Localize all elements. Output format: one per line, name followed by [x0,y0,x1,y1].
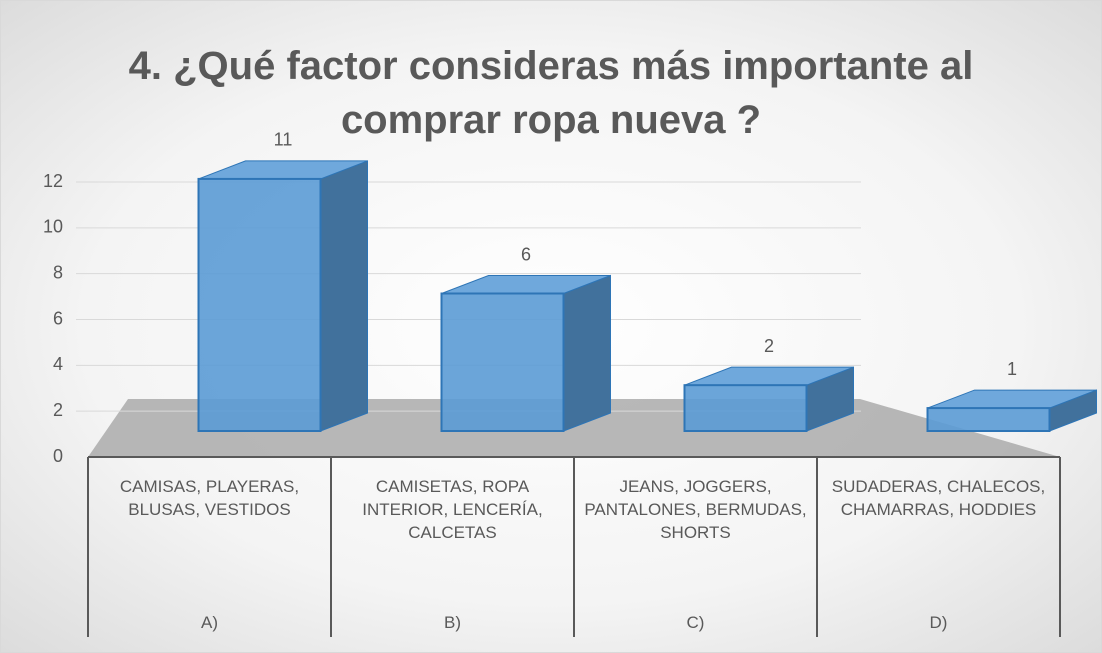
chart-title: 4. ¿Qué factor consideras más importante… [128,44,974,142]
value-label: 6 [521,244,531,264]
bar [683,366,854,432]
y-tick-label: 2 [53,400,63,420]
bar-front [440,292,565,432]
y-tick-label: 12 [43,171,63,191]
bar [197,160,368,432]
category-description: JEANS, JOGGERS, PANTALONES, BERMUDAS, SH… [584,477,807,542]
value-label: 1 [1007,359,1017,379]
y-tick-label: 10 [43,217,63,237]
bar-front [683,384,808,432]
y-tick-label: 0 [53,446,63,466]
bar-side [320,160,368,432]
x-tick-label: B) [444,613,461,632]
bar-front [197,177,322,432]
x-tick-label: A) [201,613,218,632]
y-tick-label: 6 [53,308,63,328]
value-label: 11 [274,130,293,150]
bar [926,389,1097,433]
category-description: CAMISETAS, ROPA INTERIOR, LENCERÍA, CALC… [362,477,543,542]
value-label: 2 [764,336,774,356]
bar-front [926,407,1051,433]
category-description: SUDADERAS, CHALECOS, CHAMARRAS, HODDIES [831,477,1046,519]
x-tick-label: D) [929,613,948,632]
y-tick-label: 4 [53,354,63,374]
y-tick-label: 8 [53,262,63,282]
bar [440,274,611,432]
category-description: CAMISAS, PLAYERAS, BLUSAS, VESTIDOS [119,477,300,519]
bar-side [563,274,611,432]
x-tick-label: C) [686,613,705,632]
